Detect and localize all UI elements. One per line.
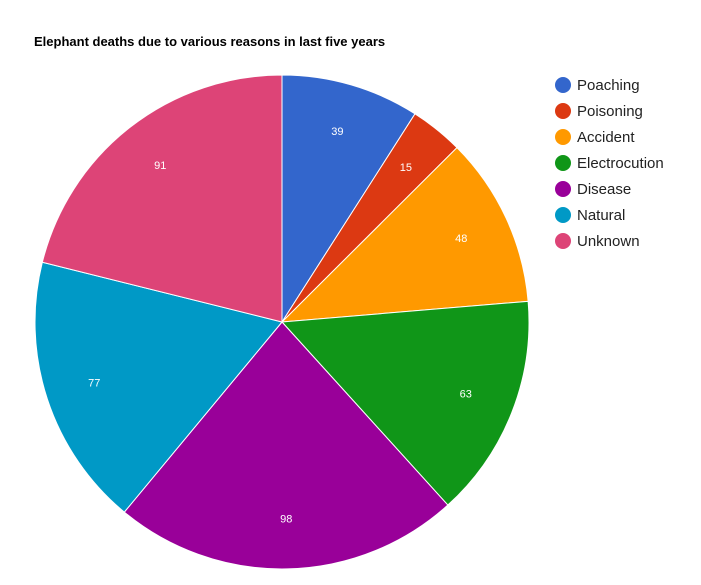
slice-value-label: 39 xyxy=(331,126,343,138)
pie-slice-unknown[interactable] xyxy=(41,74,283,323)
pie-slice-disease[interactable] xyxy=(123,321,449,570)
pie-slice-natural[interactable] xyxy=(34,261,283,513)
legend-label: Natural xyxy=(577,206,626,224)
legend-item-unknown[interactable]: Unknown xyxy=(555,228,695,254)
chart-title: Elephant deaths due to various reasons i… xyxy=(34,34,386,49)
slice-value-label: 77 xyxy=(88,378,100,390)
pie-slices xyxy=(34,74,530,570)
legend-label: Disease xyxy=(577,180,632,198)
slice-value-label: 48 xyxy=(455,233,467,245)
legend-item-poaching[interactable]: Poaching xyxy=(555,72,695,98)
slice-value-label: 91 xyxy=(154,160,166,172)
legend-swatch xyxy=(555,129,571,145)
legend-item-poisoning[interactable]: Poisoning xyxy=(555,98,695,124)
legend-item-disease[interactable]: Disease xyxy=(555,176,695,202)
pie-slice-electrocution[interactable] xyxy=(280,300,530,506)
slice-value-label: 15 xyxy=(400,162,412,174)
legend-item-accident[interactable]: Accident xyxy=(555,124,695,150)
legend-label: Unknown xyxy=(577,232,640,250)
legend-swatch xyxy=(555,207,571,223)
legend-item-natural[interactable]: Natural xyxy=(555,202,695,228)
slice-value-label: 98 xyxy=(280,514,292,526)
legend-swatch xyxy=(555,233,571,249)
slice-value-label: 63 xyxy=(460,388,472,400)
legend-swatch xyxy=(555,103,571,119)
pie-slice-poaching[interactable] xyxy=(281,74,416,324)
legend-item-electrocution[interactable]: Electrocution xyxy=(555,150,695,176)
legend-label: Poisoning xyxy=(577,102,643,120)
legend-swatch xyxy=(555,181,571,197)
legend-label: Accident xyxy=(577,128,635,146)
pie-slice-accident[interactable] xyxy=(280,146,529,323)
legend-swatch xyxy=(555,77,571,93)
legend-label: Poaching xyxy=(577,76,640,94)
legend: Poaching Poisoning Accident Electrocution Di… xyxy=(555,72,695,254)
pie-slice-labels: 39 15 48 63 98 77 91 xyxy=(88,126,472,525)
legend-swatch xyxy=(555,155,571,171)
legend-label: Electrocution xyxy=(577,154,664,172)
